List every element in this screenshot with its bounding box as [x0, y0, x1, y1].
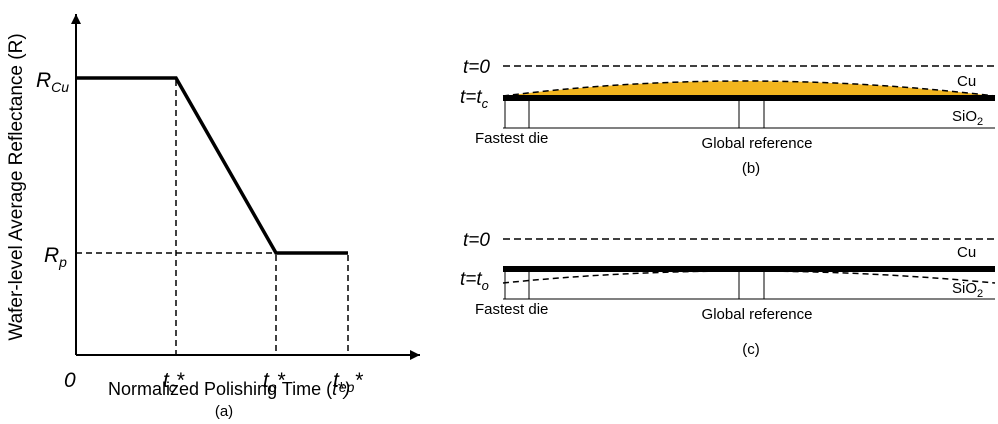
global-reference-label-b: Global reference	[702, 135, 813, 152]
t0-label-b: t=0	[463, 57, 490, 78]
caption-b: (b)	[742, 160, 760, 177]
tc-label-b: t=tc	[460, 87, 489, 111]
to-tick-label: to*	[263, 369, 286, 395]
sio2-label-c: SiO2	[952, 280, 983, 300]
copper-surface-curve	[502, 80, 996, 97]
t0-label-c: t=0	[463, 230, 490, 251]
reflectance-curve	[76, 76, 348, 255]
y-axis-label: Wafer-level Average Reflectance (R)	[6, 33, 27, 340]
tc-tick-label: tc*	[163, 369, 185, 395]
sio2-label-b: SiO2	[952, 108, 983, 128]
caption-c: (c)	[742, 341, 760, 358]
panel-b: t=0 t=tc Cu SiO2 Fastest die Global refe…	[460, 57, 996, 177]
fastest-die-label-b: Fastest die	[475, 130, 548, 147]
r-cu-label: RCu	[36, 69, 69, 95]
panel-c: t=0 t=to Cu SiO2 Fastest die Global refe…	[460, 230, 996, 358]
r-p-label: Rp	[44, 244, 67, 270]
cu-label-b: Cu	[957, 73, 976, 90]
origin-label: 0	[64, 369, 76, 392]
cu-label-c: Cu	[957, 244, 976, 261]
tep-tick-label: tep*	[333, 369, 363, 395]
fastest-die-label-c: Fastest die	[475, 301, 548, 318]
panel-a: Wafer-level Average Reflectance (R) RCu …	[6, 14, 420, 420]
global-reference-label-c: Global reference	[702, 306, 813, 323]
oxide-surface-curve	[502, 270, 996, 284]
to-label-c: t=to	[460, 269, 489, 293]
caption-a: (a)	[215, 403, 233, 420]
x-axis-label: Normalized Polishing Time (t*)	[108, 379, 350, 399]
